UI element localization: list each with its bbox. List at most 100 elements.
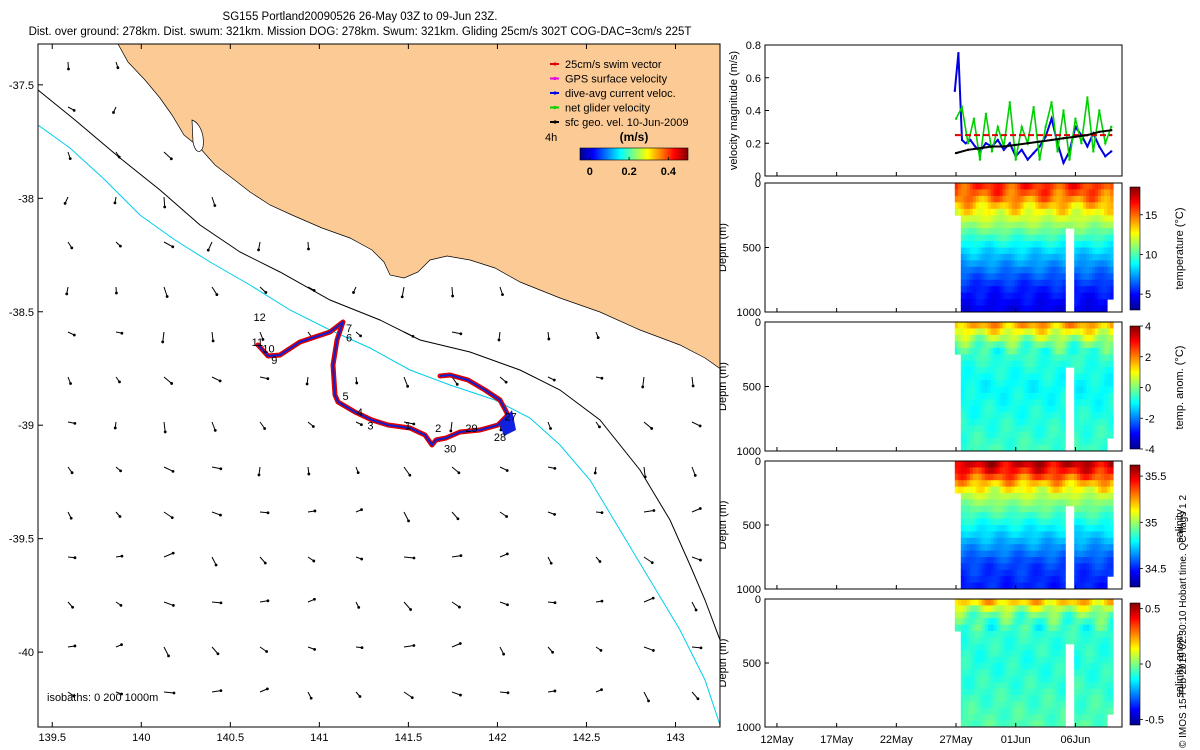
heatmap-cell bbox=[1047, 650, 1051, 658]
colorbar-ticks: 0 0.2 0.4 bbox=[587, 157, 677, 178]
heatmap-cell bbox=[1098, 631, 1102, 638]
heatmap-cell bbox=[996, 643, 1001, 651]
heatmap-cell bbox=[1017, 576, 1021, 584]
heatmap-cell bbox=[1011, 605, 1016, 613]
heatmap-cell bbox=[1110, 599, 1114, 606]
heatmap-cell bbox=[987, 208, 992, 216]
heatmap-cell bbox=[1044, 286, 1048, 294]
heatmap-cell bbox=[1008, 544, 1013, 552]
heatmap-cell bbox=[1050, 493, 1054, 500]
heatmap-cell bbox=[987, 637, 992, 645]
heatmap-cell bbox=[1089, 682, 1093, 690]
heatmap-cell bbox=[1032, 550, 1036, 558]
heatmap-cell bbox=[1023, 701, 1027, 709]
heatmap-cell bbox=[1020, 537, 1024, 545]
heatmap-cell bbox=[1098, 467, 1102, 475]
heatmap-cell bbox=[1008, 328, 1013, 336]
heatmap-cell bbox=[990, 486, 995, 494]
heatmap-cell bbox=[1071, 354, 1075, 362]
heatmap-cell bbox=[987, 505, 992, 513]
heatmap-cell bbox=[1074, 380, 1078, 387]
heatmap-cell bbox=[1032, 260, 1036, 268]
heatmap-cell bbox=[987, 611, 992, 619]
heatmap-cell bbox=[990, 512, 995, 520]
heatmap-cell bbox=[1053, 305, 1057, 312]
heatmap-cell bbox=[972, 714, 977, 722]
heatmap-cell bbox=[981, 373, 986, 381]
heatmap-cell bbox=[1050, 334, 1054, 342]
heatmap-cell bbox=[1080, 701, 1084, 709]
series-point bbox=[1038, 140, 1041, 143]
heatmap-cell bbox=[1098, 618, 1102, 626]
heatmap-cell bbox=[975, 663, 980, 670]
heatmap-cell bbox=[1086, 438, 1090, 445]
heatmap-cell bbox=[1044, 183, 1048, 190]
heatmap-cell bbox=[1017, 701, 1021, 709]
heatmap-cell bbox=[1017, 643, 1021, 651]
heatmap-cell bbox=[987, 354, 992, 362]
heatmap-cell bbox=[1002, 537, 1007, 545]
heatmap-cell bbox=[1068, 322, 1072, 329]
heatmap-cell bbox=[1026, 418, 1030, 426]
heatmap-cell bbox=[1044, 334, 1048, 342]
heatmap-cell bbox=[1095, 425, 1099, 433]
heatmap-cell bbox=[1080, 675, 1084, 683]
heatmap-cell bbox=[1017, 611, 1021, 619]
heatmap-cell bbox=[1062, 195, 1066, 203]
heatmap-cell bbox=[1056, 557, 1060, 564]
heatmap-cell bbox=[1056, 563, 1060, 571]
heatmap-cell bbox=[1041, 576, 1045, 584]
heatmap-cell bbox=[972, 373, 977, 381]
heatmap-cell bbox=[1059, 669, 1063, 677]
heatmap-cell bbox=[996, 563, 1001, 571]
heatmap-cell bbox=[1029, 183, 1033, 190]
heatmap-cell bbox=[981, 599, 986, 606]
heatmap-cell bbox=[990, 631, 995, 638]
heatmap-cell bbox=[963, 354, 968, 362]
heatmap-cell bbox=[1026, 328, 1030, 336]
heatmap-cell bbox=[1110, 418, 1114, 426]
heatmap-cell bbox=[1098, 444, 1102, 451]
heatmap-cell bbox=[1059, 537, 1063, 545]
heatmap-cell bbox=[984, 354, 989, 362]
heatmap-cell bbox=[966, 234, 971, 242]
heatmap-cell bbox=[1059, 208, 1063, 216]
heatmap-cell bbox=[1080, 512, 1084, 520]
heatmap-cell bbox=[1089, 611, 1093, 619]
heatmap-cell bbox=[1065, 461, 1069, 468]
heatmap-cell bbox=[1008, 405, 1013, 413]
heatmap-cell bbox=[1032, 682, 1036, 690]
heatmap-cell bbox=[1050, 360, 1054, 368]
colorbar-title: (m/s) bbox=[620, 130, 649, 144]
heatmap-cell bbox=[1107, 605, 1111, 613]
heatmap-cell bbox=[1077, 221, 1081, 229]
heatmap-cell bbox=[1059, 221, 1063, 229]
heatmap-cell bbox=[1014, 505, 1018, 513]
heatmap-cell bbox=[993, 305, 998, 312]
heatmap-cell bbox=[963, 189, 968, 197]
heatmap-cell bbox=[966, 208, 971, 216]
heatmap-cell bbox=[1068, 631, 1072, 638]
heatmap-cell bbox=[1056, 720, 1060, 727]
heatmap-cell bbox=[1020, 701, 1024, 709]
heatmap-cell bbox=[1110, 569, 1114, 577]
heatmap-cell bbox=[1104, 550, 1108, 558]
heatmap-cell bbox=[1002, 305, 1007, 312]
heatmap-cell bbox=[1089, 618, 1093, 626]
heatmap-cell bbox=[1035, 582, 1039, 589]
heatmap-cell bbox=[1098, 215, 1102, 223]
heatmap-cell bbox=[1062, 334, 1066, 342]
heatmap-cell bbox=[1101, 611, 1105, 619]
heatmap-cell bbox=[1011, 675, 1016, 683]
heatmap-cell bbox=[987, 444, 992, 451]
heatmap-cell bbox=[1101, 473, 1105, 481]
heatmap-cell bbox=[1008, 418, 1013, 426]
heatmap-cell bbox=[1056, 322, 1060, 329]
heatmap-cell bbox=[1032, 461, 1036, 468]
heatmap-cell bbox=[1011, 354, 1016, 362]
heatmap-cell bbox=[1011, 461, 1016, 468]
heatmap-cell bbox=[1050, 720, 1054, 727]
heatmap-cell bbox=[969, 241, 974, 248]
heatmap-cell bbox=[1014, 656, 1018, 664]
